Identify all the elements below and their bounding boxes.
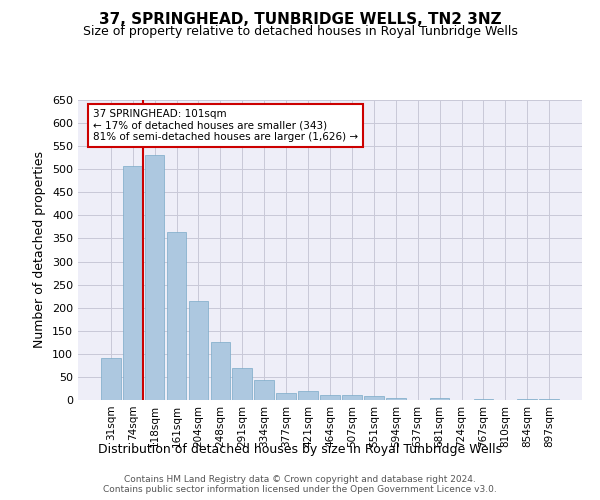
Y-axis label: Number of detached properties: Number of detached properties xyxy=(34,152,46,348)
Text: 37 SPRINGHEAD: 101sqm
← 17% of detached houses are smaller (343)
81% of semi-det: 37 SPRINGHEAD: 101sqm ← 17% of detached … xyxy=(93,109,358,142)
Bar xyxy=(364,396,384,400)
Bar xyxy=(123,166,143,400)
Bar xyxy=(145,156,164,400)
Bar xyxy=(298,391,318,400)
Bar xyxy=(473,398,493,400)
Bar xyxy=(211,342,230,400)
Bar xyxy=(517,398,537,400)
Bar xyxy=(167,232,187,400)
Bar xyxy=(386,398,406,400)
Text: Contains public sector information licensed under the Open Government Licence v3: Contains public sector information licen… xyxy=(103,486,497,494)
Bar xyxy=(101,358,121,400)
Bar xyxy=(232,368,252,400)
Bar xyxy=(342,395,362,400)
Text: Distribution of detached houses by size in Royal Tunbridge Wells: Distribution of detached houses by size … xyxy=(98,444,502,456)
Bar xyxy=(188,301,208,400)
Bar xyxy=(320,395,340,400)
Text: Size of property relative to detached houses in Royal Tunbridge Wells: Size of property relative to detached ho… xyxy=(83,25,517,38)
Bar xyxy=(254,380,274,400)
Bar xyxy=(276,393,296,400)
Bar xyxy=(430,398,449,400)
Text: Contains HM Land Registry data © Crown copyright and database right 2024.: Contains HM Land Registry data © Crown c… xyxy=(124,474,476,484)
Text: 37, SPRINGHEAD, TUNBRIDGE WELLS, TN2 3NZ: 37, SPRINGHEAD, TUNBRIDGE WELLS, TN2 3NZ xyxy=(98,12,502,28)
Bar xyxy=(539,398,559,400)
